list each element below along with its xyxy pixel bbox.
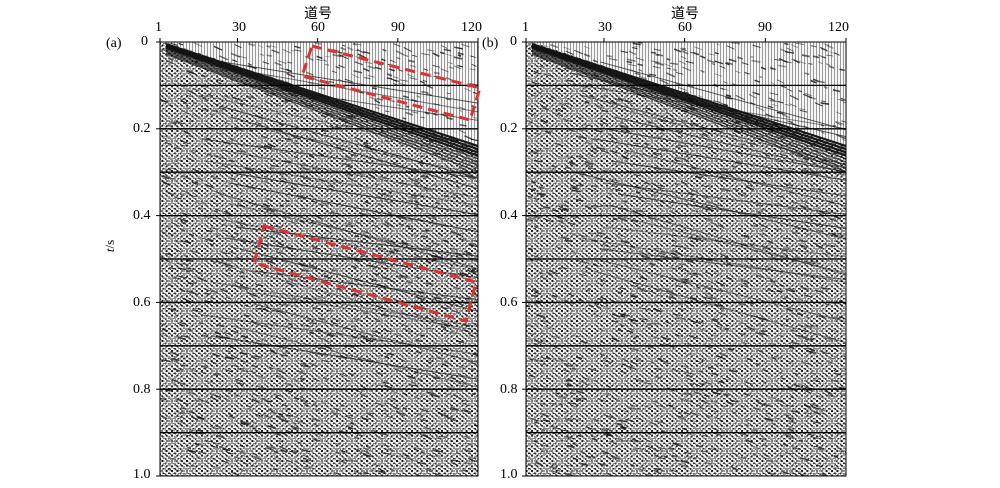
panel-a-section <box>156 38 482 477</box>
panel-b-x-tick-60: 60 <box>678 20 692 35</box>
panel-a-x-tick-90: 90 <box>391 20 405 35</box>
panel-b-y-tick-0.6: 0.6 <box>500 295 518 310</box>
panel-a-x-tick-120: 120 <box>461 20 482 35</box>
reflection-event <box>600 127 846 173</box>
reflection-event <box>220 149 478 198</box>
panel-a-x-tick-60: 60 <box>311 20 325 35</box>
panel-a-y-tick-0.8: 0.8 <box>133 382 151 397</box>
first-arrival-event <box>531 53 846 173</box>
reflection-event <box>253 303 478 364</box>
panel-a-y-tick-1.0: 1.0 <box>133 467 151 482</box>
reflection-event <box>210 259 478 336</box>
panel-a-x-tick-1: 1 <box>155 20 162 35</box>
reflection-event <box>256 127 478 175</box>
reflection-event <box>593 270 846 344</box>
panel-b-x-tick-90: 90 <box>758 20 772 35</box>
reflection-event <box>235 226 478 257</box>
reflection-event <box>210 281 478 328</box>
reflection-event <box>229 182 478 233</box>
panel-b-y-tick-1.0: 1.0 <box>500 467 518 482</box>
reflection-event <box>605 182 846 216</box>
reflection-event <box>222 61 478 104</box>
first-arrival-event <box>531 45 846 154</box>
reflection-event <box>231 325 478 388</box>
reflection-event <box>241 83 478 121</box>
reflection-event <box>606 226 846 258</box>
first-arrival-event <box>165 44 478 151</box>
first-arrival-event <box>165 49 478 163</box>
first-arrival-event <box>531 46 846 157</box>
reflection-event <box>611 160 846 197</box>
panel-b-x-axis-title: 道号 <box>671 6 699 22</box>
panel-b-x-tick-1: 1 <box>522 20 529 35</box>
panel-b-y-tick-0: 0 <box>510 34 517 49</box>
first-arrival-event <box>531 44 846 151</box>
panel-a-x-tick-30: 30 <box>232 20 246 35</box>
reflection-event <box>608 204 846 276</box>
reflection-event <box>599 259 846 323</box>
first-arrival-event <box>165 48 478 160</box>
first-arrival-event <box>531 52 846 170</box>
reflection-event <box>573 171 846 240</box>
reflection-event <box>226 171 478 216</box>
panel-b-y-tick-0.8: 0.8 <box>500 382 518 397</box>
panel-b-x-tick-120: 120 <box>828 20 849 35</box>
first-arrival-event <box>165 46 478 157</box>
reflection-event <box>220 193 478 270</box>
reflection-event <box>205 160 478 206</box>
y-axis-unit: /s <box>102 239 118 249</box>
first-arrival-event <box>165 45 478 154</box>
reflection-event <box>594 138 846 181</box>
highlight-box-upper <box>300 44 482 122</box>
reflection-event <box>570 72 846 138</box>
reflection-event <box>219 105 478 179</box>
first-arrival-event <box>531 48 846 160</box>
reflection-event <box>572 83 846 130</box>
y-axis-symbol: t <box>102 248 118 253</box>
first-arrival-event <box>165 51 478 166</box>
reflection-event <box>219 336 478 380</box>
panel-frame <box>525 41 847 477</box>
panel-a-y-tick-0.6: 0.6 <box>133 295 151 310</box>
y-axis-label: t/s <box>102 240 118 252</box>
panel-a-y-tick-0: 0 <box>141 34 148 49</box>
first-arrival-event <box>531 49 846 163</box>
panel-b-y-tick-0.4: 0.4 <box>500 208 518 223</box>
reflection-event <box>253 270 478 301</box>
reflection-event <box>600 61 846 131</box>
first-arrival-event <box>165 52 478 170</box>
reflection-event <box>614 116 846 173</box>
first-arrival-event <box>165 53 478 173</box>
reflection-event <box>200 94 478 157</box>
reflection-event <box>580 94 846 166</box>
panel-b-y-tick-0.2: 0.2 <box>500 121 518 136</box>
panel-a-label: (a) <box>106 36 122 51</box>
reflection-event <box>601 248 846 281</box>
reflection-event <box>618 215 846 274</box>
panel-a-y-tick-0.4: 0.4 <box>133 208 151 223</box>
panel-b-section <box>522 38 847 477</box>
reflection-event <box>255 292 478 331</box>
reflection-event <box>234 204 478 263</box>
panel-b-label: (b) <box>482 36 499 51</box>
panel-b-x-tick-30: 30 <box>598 20 612 35</box>
panel-a-x-axis-title: 道号 <box>304 6 332 22</box>
reflection-event <box>609 105 846 170</box>
reflection-event <box>202 314 478 355</box>
reflection-event <box>580 237 846 283</box>
highlight-box-lower <box>252 224 478 323</box>
reflection-event <box>202 215 478 271</box>
reflection-event <box>625 149 846 207</box>
first-arrival-event <box>531 51 846 166</box>
panel-frame <box>159 41 479 477</box>
panel-a-y-tick-0.2: 0.2 <box>133 121 151 136</box>
reflection-event <box>617 193 846 229</box>
